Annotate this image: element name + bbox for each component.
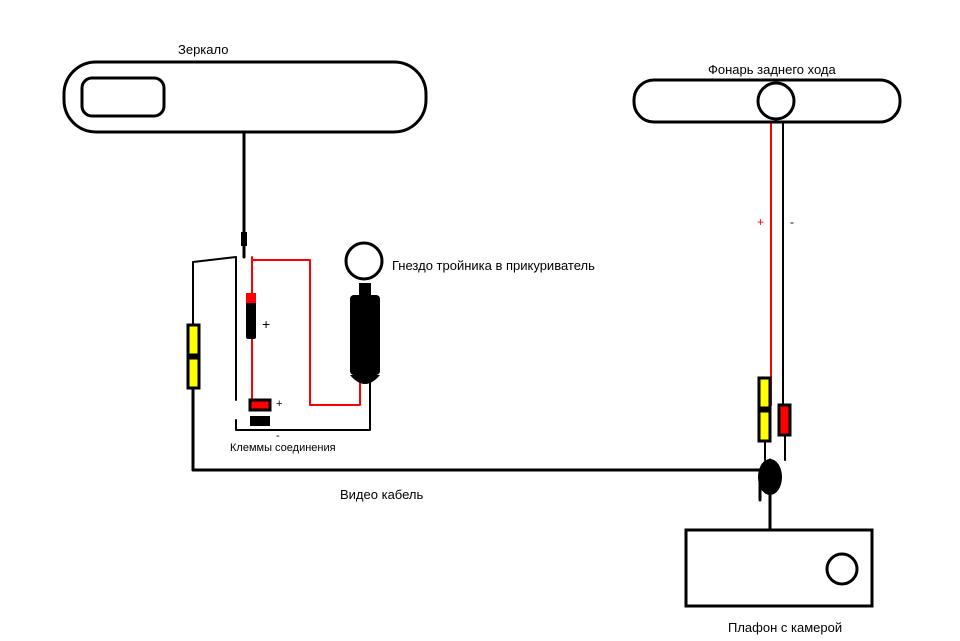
label-mirror: Зеркало bbox=[178, 42, 228, 57]
wiring-diagram bbox=[0, 0, 960, 641]
label-splitter-socket: Гнездо тройника в прикуриватель bbox=[392, 258, 595, 273]
plus-sign-right: + bbox=[757, 215, 764, 229]
label-camera-unit: Плафон с камерой bbox=[728, 620, 842, 635]
label-connection-terminals: Клеммы соединения bbox=[230, 442, 336, 454]
label-reverse-light: Фонарь заднего хода bbox=[708, 62, 836, 77]
minus-sign-terminal: - bbox=[276, 430, 280, 442]
label-video-cable: Видео кабель bbox=[340, 487, 423, 502]
plus-sign-left: + bbox=[262, 316, 270, 332]
minus-sign-right: - bbox=[790, 215, 794, 229]
plus-sign-terminal: + bbox=[276, 398, 282, 410]
